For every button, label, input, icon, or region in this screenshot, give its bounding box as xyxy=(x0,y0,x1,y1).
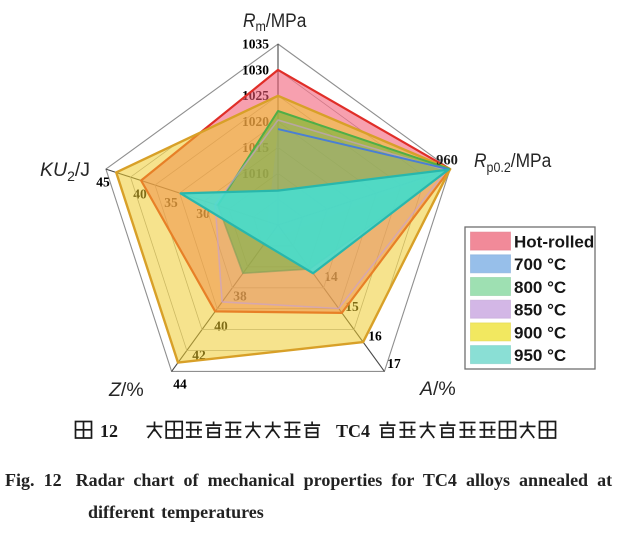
svg-text:12: 12 xyxy=(100,421,118,441)
svg-text:Rm/MPa: Rm/MPa xyxy=(243,9,307,34)
svg-text:900 °C: 900 °C xyxy=(514,323,566,342)
svg-text:different temperatures: different temperatures xyxy=(88,502,264,522)
svg-text:700 °C: 700 °C xyxy=(514,255,566,274)
svg-text:Rp0.2/MPa: Rp0.2/MPa xyxy=(474,149,552,175)
svg-text:800 °C: 800 °C xyxy=(514,278,566,297)
svg-text:1030: 1030 xyxy=(242,62,269,77)
svg-text:KU2/J: KU2/J xyxy=(40,159,90,184)
svg-text:A/%: A/% xyxy=(419,378,456,400)
svg-text:Z/%: Z/% xyxy=(108,379,144,401)
svg-text:44: 44 xyxy=(173,377,187,392)
svg-text:950 °C: 950 °C xyxy=(514,346,566,365)
svg-text:850 °C: 850 °C xyxy=(514,301,566,320)
svg-text:16: 16 xyxy=(368,329,382,344)
svg-text:TC4: TC4 xyxy=(336,421,370,441)
svg-text:960: 960 xyxy=(436,153,458,169)
svg-text:1035: 1035 xyxy=(242,37,269,52)
svg-text:Hot-rolled: Hot-rolled xyxy=(514,233,594,252)
svg-text:45: 45 xyxy=(96,175,110,190)
svg-text:17: 17 xyxy=(387,356,401,371)
